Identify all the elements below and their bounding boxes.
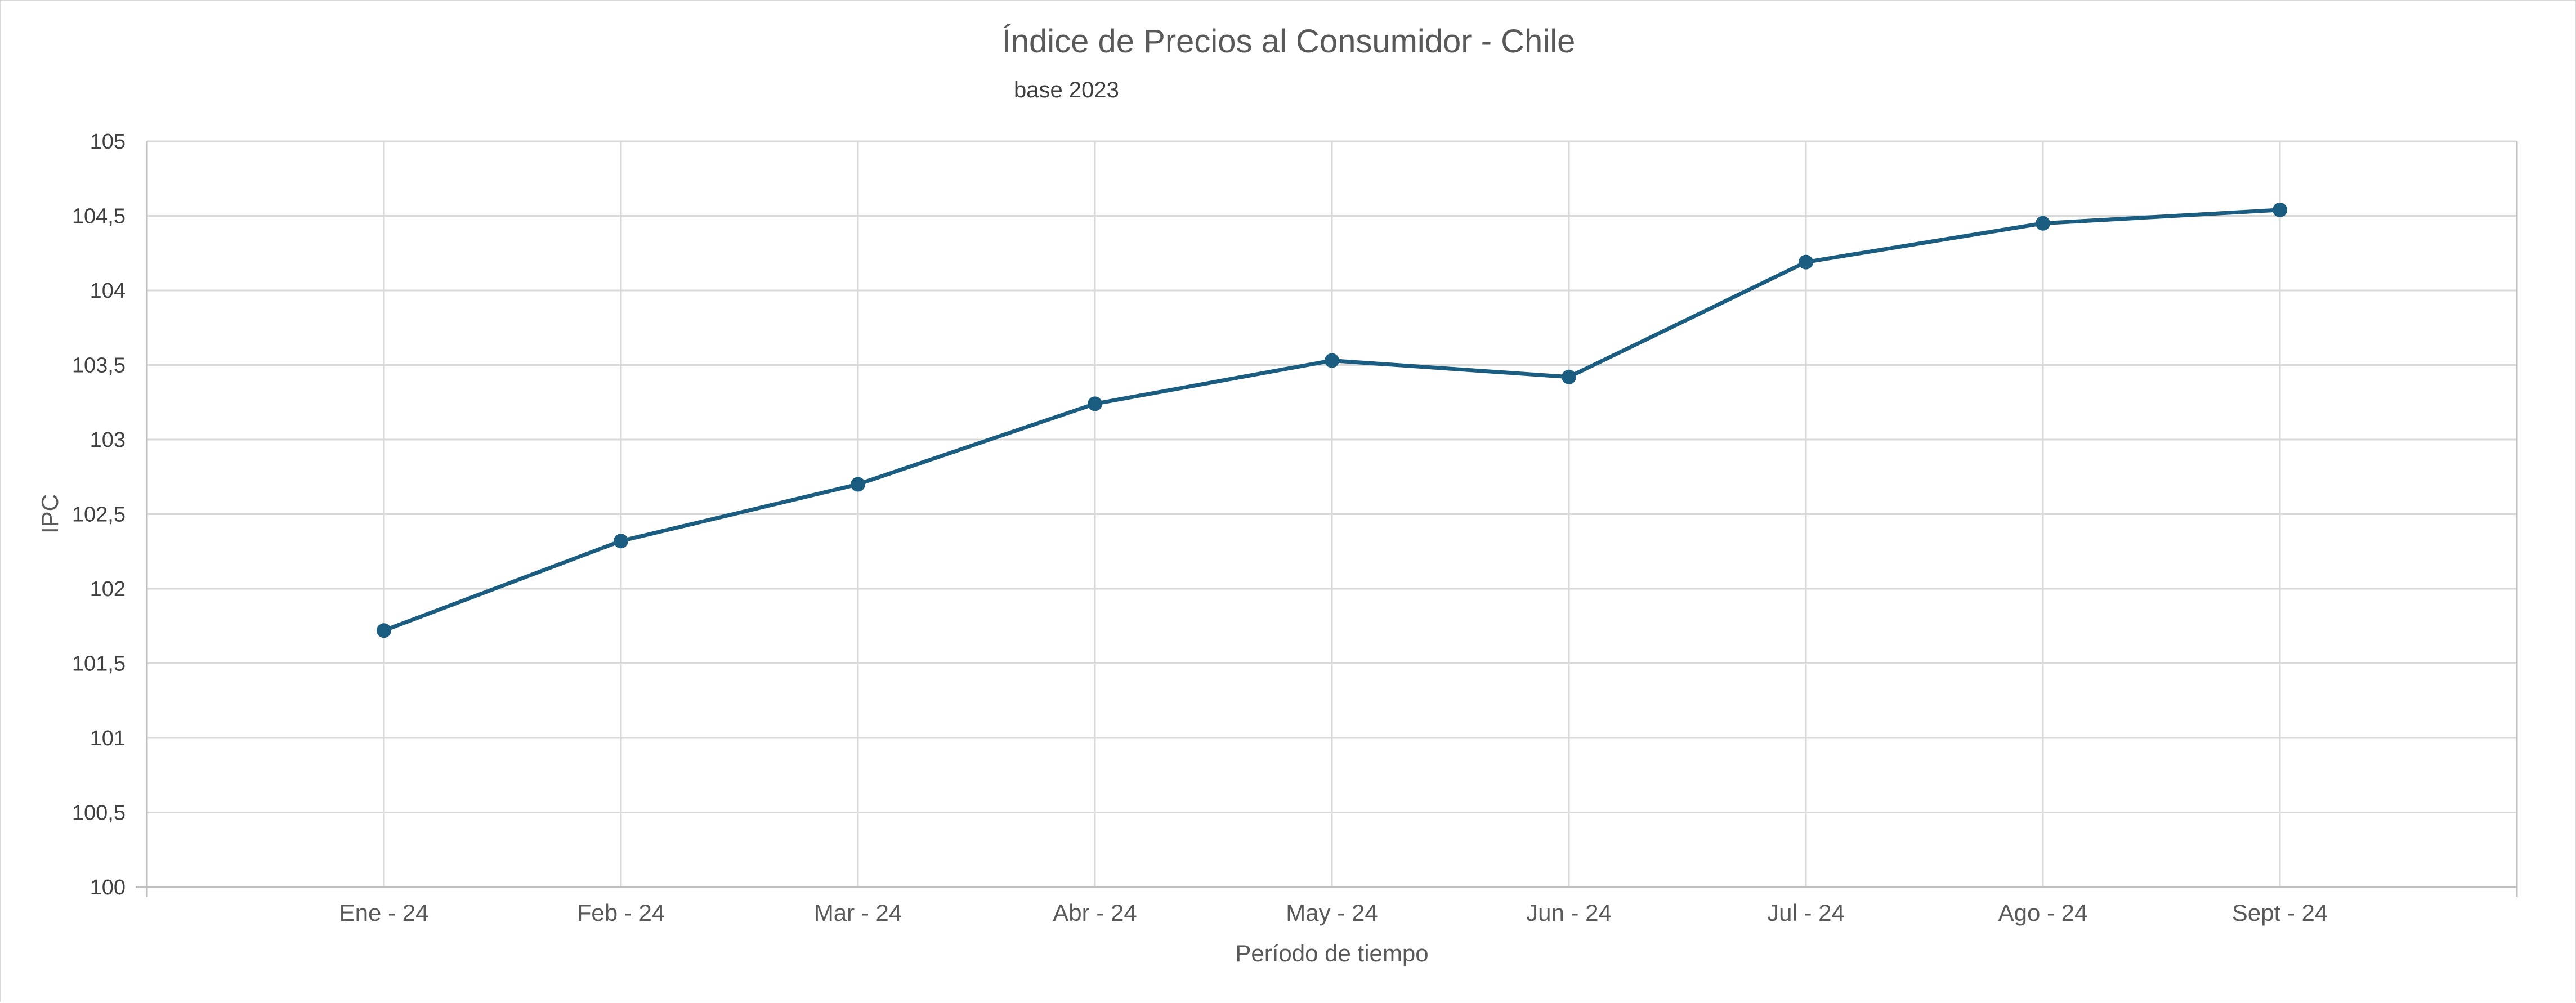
- x-tick-label: Sept - 24: [2232, 899, 2328, 926]
- x-tick-label: Feb - 24: [577, 899, 665, 926]
- x-tick-label: Abr - 24: [1053, 899, 1137, 926]
- chart-title: Índice de Precios al Consumidor - Chile: [1002, 23, 1576, 60]
- y-tick-labels: 100 100,5 101 101,5 102 102,5 103 103,5 104 104,5…: [72, 130, 126, 899]
- data-point: [614, 534, 628, 549]
- data-point: [1562, 369, 1576, 384]
- chart-subtitle: base 2023: [1014, 78, 1119, 102]
- x-axis-label: Período de tiempo: [1235, 940, 1428, 966]
- axes: [136, 141, 2518, 897]
- y-tick-label: 102: [90, 577, 126, 601]
- data-point: [1325, 353, 1339, 368]
- y-tick-label: 105: [90, 130, 126, 154]
- y-tick-label: 103: [90, 428, 126, 452]
- x-tick-labels: Ene - 24 Feb - 24 Mar - 24 Abr - 24 May - 24…: [339, 899, 2328, 926]
- x-tick-label: Jun - 24: [1526, 899, 1612, 926]
- y-tick-label: 102,5: [72, 503, 126, 527]
- y-tick-label: 101: [90, 727, 126, 750]
- data-point: [1799, 254, 1813, 270]
- y-axis-label: IPC: [37, 494, 63, 534]
- y-tick-label: 101,5: [72, 652, 126, 676]
- y-tick-label: 100,5: [72, 801, 126, 825]
- x-tick-label: Jul - 24: [1767, 899, 1845, 926]
- data-point: [851, 477, 865, 492]
- data-point: [1088, 396, 1102, 411]
- data-point: [2273, 202, 2287, 217]
- y-tick-label: 103,5: [72, 354, 126, 378]
- data-point: [377, 623, 391, 638]
- x-tick-label: May - 24: [1286, 899, 1378, 926]
- data-series: [377, 202, 2287, 638]
- data-point: [2036, 216, 2050, 231]
- y-tick-label: 100: [90, 876, 126, 899]
- gridlines: [147, 140, 2517, 887]
- y-tick-label: 104,5: [72, 205, 126, 229]
- y-tick-label: 104: [90, 279, 126, 303]
- x-tick-label: Mar - 24: [814, 899, 902, 926]
- x-tick-label: Ene - 24: [339, 899, 429, 926]
- x-tick-label: Ago - 24: [1998, 899, 2088, 926]
